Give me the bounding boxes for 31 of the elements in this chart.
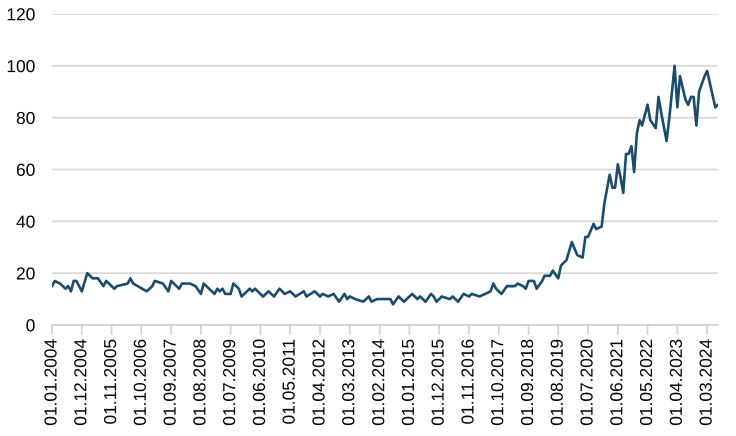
x-tick-label: 01.07.2020 — [580, 340, 593, 426]
y-tick-label: 0 — [26, 319, 35, 332]
x-tick-label: 01.05.2011 — [282, 340, 295, 424]
x-tick-label: 01.10.2017 — [491, 340, 504, 426]
x-tick-label: 01.03.2013 — [342, 340, 354, 426]
x-tick-label: 01.01.2004 — [44, 339, 57, 426]
x-tick-label: 01.05.2022 — [640, 340, 652, 426]
x-tick-label: 01.06.2021 — [610, 340, 622, 426]
line-series — [52, 64, 718, 306]
x-tick-label: 01.09.2018 — [520, 340, 534, 426]
y-tick-label: 100 — [8, 60, 35, 72]
x-tick-label: 01.01.2015 — [402, 340, 414, 426]
x-tick-label: 01.04.2023 — [670, 340, 682, 426]
x-tick-label: 01.02.2014 — [372, 339, 384, 426]
x-tick-label: 01.11.2016 — [461, 340, 474, 424]
x-tick-label: 01.03.2024 — [700, 339, 712, 426]
x-tick-label: 01.06.2010 — [252, 340, 266, 426]
x-tick-label: 01.08.2008 — [193, 340, 206, 426]
y-tick-label: 120 — [8, 8, 35, 20]
x-tick-label: 01.07.2009 — [222, 340, 236, 426]
x-tick-label: 01.12.2015 — [431, 340, 444, 426]
x-tick-label: 01.09.2007 — [163, 340, 176, 426]
y-tick-label: 80 — [16, 112, 35, 124]
x-tick-label: 01.08.2019 — [550, 340, 563, 426]
y-tick-label: 60 — [16, 164, 35, 176]
x-tick-label: 01.12.2004 — [74, 339, 86, 426]
y-tick-label: 40 — [16, 216, 35, 228]
y-tick-label: 20 — [16, 267, 35, 280]
x-tick-label: 01.10.2006 — [134, 340, 146, 426]
x-tick-label: 01.04.2012 — [312, 340, 325, 426]
x-tick-label: 01.11.2005 — [104, 340, 116, 424]
